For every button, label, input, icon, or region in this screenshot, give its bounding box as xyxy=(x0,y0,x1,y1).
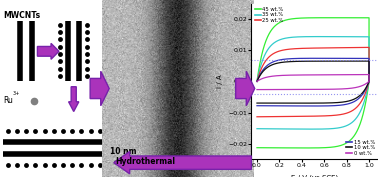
Text: MWCNTs: MWCNTs xyxy=(3,11,40,20)
Text: 3+: 3+ xyxy=(13,92,20,96)
Legend: 15 wt.%, 10 wt.%, 0 wt.%: 15 wt.%, 10 wt.%, 0 wt.% xyxy=(345,139,375,157)
Text: Hydrothermal: Hydrothermal xyxy=(116,157,175,166)
FancyArrow shape xyxy=(69,87,79,112)
Y-axis label: I / A: I / A xyxy=(217,75,223,88)
FancyArrow shape xyxy=(236,71,255,106)
X-axis label: E / V (vs.SCE): E / V (vs.SCE) xyxy=(291,174,338,177)
FancyArrow shape xyxy=(90,71,109,106)
Text: 10 nm: 10 nm xyxy=(110,147,136,156)
Text: Ru: Ru xyxy=(3,96,13,105)
FancyArrow shape xyxy=(37,43,59,59)
FancyArrow shape xyxy=(114,152,251,174)
